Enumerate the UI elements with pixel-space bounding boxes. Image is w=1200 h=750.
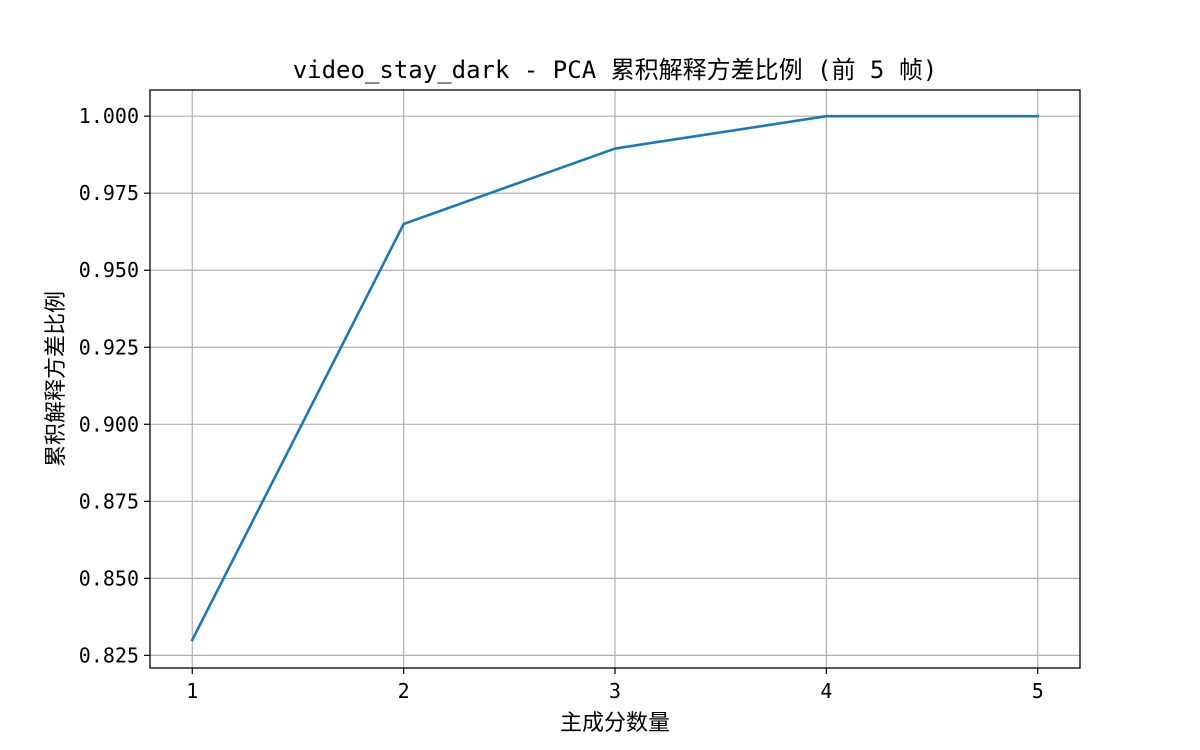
x-tick-label: 1 (186, 679, 198, 703)
x-tick-label: 2 (398, 679, 410, 703)
y-tick-label: 0.975 (79, 181, 139, 205)
y-tick-label: 0.925 (79, 335, 139, 359)
tick-layer: 1 2 3 4 5 0.825 0.850 0.875 0.900 0.925 0.950 0.975… (79, 104, 1044, 703)
series-line (190, 114, 1040, 642)
y-tick-label: 1.000 (79, 104, 139, 128)
y-tick-label: 0.950 (79, 258, 139, 282)
x-tick-label: 3 (609, 679, 621, 703)
y-tick-label: 0.875 (79, 489, 139, 513)
series-layer (190, 114, 1040, 642)
grid-layer (150, 90, 1080, 668)
chart-title: video_stay_dark - PCA 累积解释方差比例 (前 5 帧) (293, 56, 938, 84)
y-tick-label: 0.825 (79, 643, 139, 667)
x-axis-title: 主成分数量 (560, 711, 670, 736)
y-tick-label: 0.850 (79, 566, 139, 590)
x-tick-label: 4 (820, 679, 832, 703)
x-tick-label: 5 (1032, 679, 1044, 703)
y-axis-title: 累积解释方差比例 (44, 291, 69, 467)
y-tick-label: 0.900 (79, 412, 139, 436)
